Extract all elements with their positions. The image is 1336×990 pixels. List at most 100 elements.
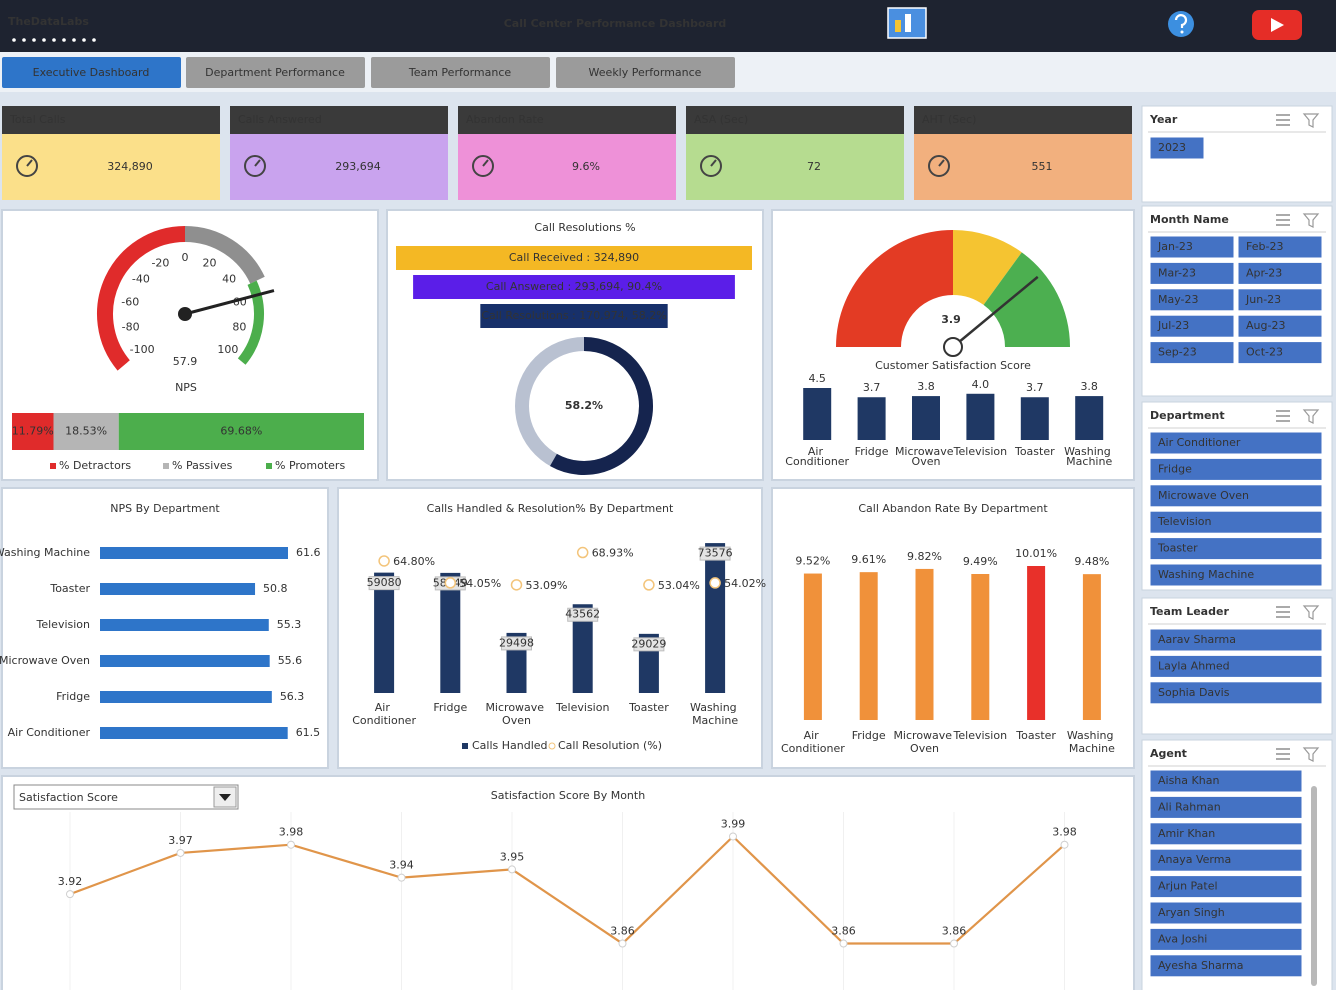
clear-filter-icon[interactable] (1302, 113, 1320, 128)
slicer-item[interactable] (1149, 628, 1323, 652)
chart-title: Calls Handled & Resolution% By Departmen… (427, 502, 674, 515)
slicer-item-label: Ali Rahman (1158, 800, 1221, 813)
bar (100, 583, 256, 595)
slicer-item[interactable] (1237, 314, 1323, 338)
slicer-item-label: Television (1157, 515, 1212, 528)
chart-title: NPS By Department (110, 502, 220, 515)
slicer-item[interactable] (1149, 136, 1205, 160)
x-tick-label: Microwave Oven (893, 729, 955, 755)
tab[interactable] (556, 57, 735, 88)
tab[interactable] (186, 57, 365, 88)
legend-label: Call Resolution (%) (558, 739, 662, 752)
slicer-item[interactable] (1149, 769, 1303, 793)
bar-label: 9.61% (851, 553, 886, 566)
point (643, 579, 655, 591)
y-tick-label: Washing Machine (0, 546, 90, 559)
bar (966, 393, 995, 440)
tab[interactable] (2, 57, 181, 88)
slicer-item[interactable] (1149, 457, 1323, 481)
slicer-item-label: Aryan Singh (1158, 906, 1225, 919)
slicer-item[interactable] (1149, 563, 1323, 587)
point-label: 3.97 (168, 834, 193, 847)
multi-select-icon[interactable] (1276, 214, 1290, 226)
slicer-item[interactable] (1149, 795, 1303, 819)
slicer-item[interactable] (1149, 822, 1303, 846)
gauge-tick-label: 20 (203, 257, 217, 270)
point (176, 848, 185, 857)
title-icon-bar (895, 20, 901, 32)
slicer-item[interactable] (1149, 927, 1303, 951)
bar (440, 572, 461, 693)
dropdown-arrow (219, 794, 231, 801)
kpi-icon-hand (482, 159, 489, 167)
point (510, 579, 523, 591)
kpi-icon (700, 155, 722, 177)
brand-dot (12, 38, 16, 42)
point-label: 3.86 (831, 925, 856, 938)
tab[interactable] (371, 57, 550, 88)
clear-filter-icon[interactable] (1302, 409, 1320, 424)
slicer-item[interactable] (1237, 288, 1323, 312)
kpi-label: AHT (Sec) (922, 113, 976, 126)
slicer-item[interactable] (1237, 235, 1323, 259)
bar-label: 61.6 (296, 546, 321, 559)
stacked-segment (12, 413, 54, 450)
brand-dot (72, 38, 76, 42)
clear-filter-icon[interactable] (1302, 747, 1320, 762)
bar-label-box (368, 576, 400, 591)
clear-filter-icon[interactable] (1302, 213, 1320, 228)
slicer-item[interactable] (1149, 510, 1323, 534)
bar-label-box (699, 546, 731, 561)
legend-swatch (462, 743, 468, 749)
bar (803, 388, 832, 440)
slicer-item[interactable] (1149, 681, 1323, 705)
multi-select-icon[interactable] (1276, 606, 1290, 618)
scrollbar[interactable] (1311, 786, 1317, 986)
segment-label: 18.53% (65, 425, 107, 438)
bar-label: 61.5 (296, 726, 321, 739)
gauge-value: 57.9 (173, 355, 198, 368)
dashboard-title: Call Center Performance Dashboard (504, 17, 727, 30)
point (444, 577, 457, 589)
point-label: 3.98 (1052, 826, 1077, 839)
slicer-item[interactable] (1149, 654, 1323, 678)
slicer-item[interactable] (1237, 341, 1323, 365)
kpi-value: 551 (1032, 160, 1053, 173)
slicer-item[interactable] (1149, 848, 1303, 872)
slicer-item[interactable] (1149, 537, 1323, 561)
title-icon (887, 7, 927, 39)
slicer-item[interactable] (1149, 484, 1323, 508)
gauge-tick-label: -40 (132, 273, 150, 286)
slicer-item[interactable] (1149, 431, 1323, 455)
slicer-item[interactable] (1149, 288, 1235, 312)
segment-label: 69.68% (220, 425, 262, 438)
kpi-body (2, 134, 220, 200)
brand-dot (22, 38, 26, 42)
clear-filter-icon[interactable] (1302, 605, 1320, 620)
dropdown[interactable] (13, 784, 239, 810)
slicer-item[interactable] (1149, 261, 1235, 285)
slicer-item[interactable] (1149, 954, 1303, 978)
help-glyph (1174, 14, 1188, 28)
slicer-item[interactable] (1149, 235, 1235, 259)
brand-dot (82, 38, 86, 42)
multi-select-icon[interactable] (1276, 410, 1290, 422)
multi-select-icon[interactable] (1276, 748, 1290, 760)
multi-select-icon[interactable] (1276, 114, 1290, 126)
point (66, 890, 74, 899)
slicer-item[interactable] (1149, 901, 1303, 925)
slicer-item-label: Anaya Verma (1158, 853, 1231, 866)
gauge-tick-label: -80 (122, 321, 140, 334)
slicer-title: Month Name (1150, 213, 1229, 226)
slicer-item[interactable] (1237, 261, 1323, 285)
legend-label: Calls Handled (472, 739, 548, 752)
help-button[interactable] (1168, 11, 1194, 37)
bar-label: 9.48% (1074, 555, 1109, 568)
tab-label: Team Performance (408, 66, 512, 79)
gauge-label: Customer Satisfaction Score (875, 359, 1031, 372)
slicer-item[interactable] (1149, 875, 1303, 899)
slicer-item[interactable] (1149, 314, 1235, 338)
slicer-item[interactable] (1149, 341, 1235, 365)
funnel-label: Call Received : 324,890 (509, 251, 639, 264)
